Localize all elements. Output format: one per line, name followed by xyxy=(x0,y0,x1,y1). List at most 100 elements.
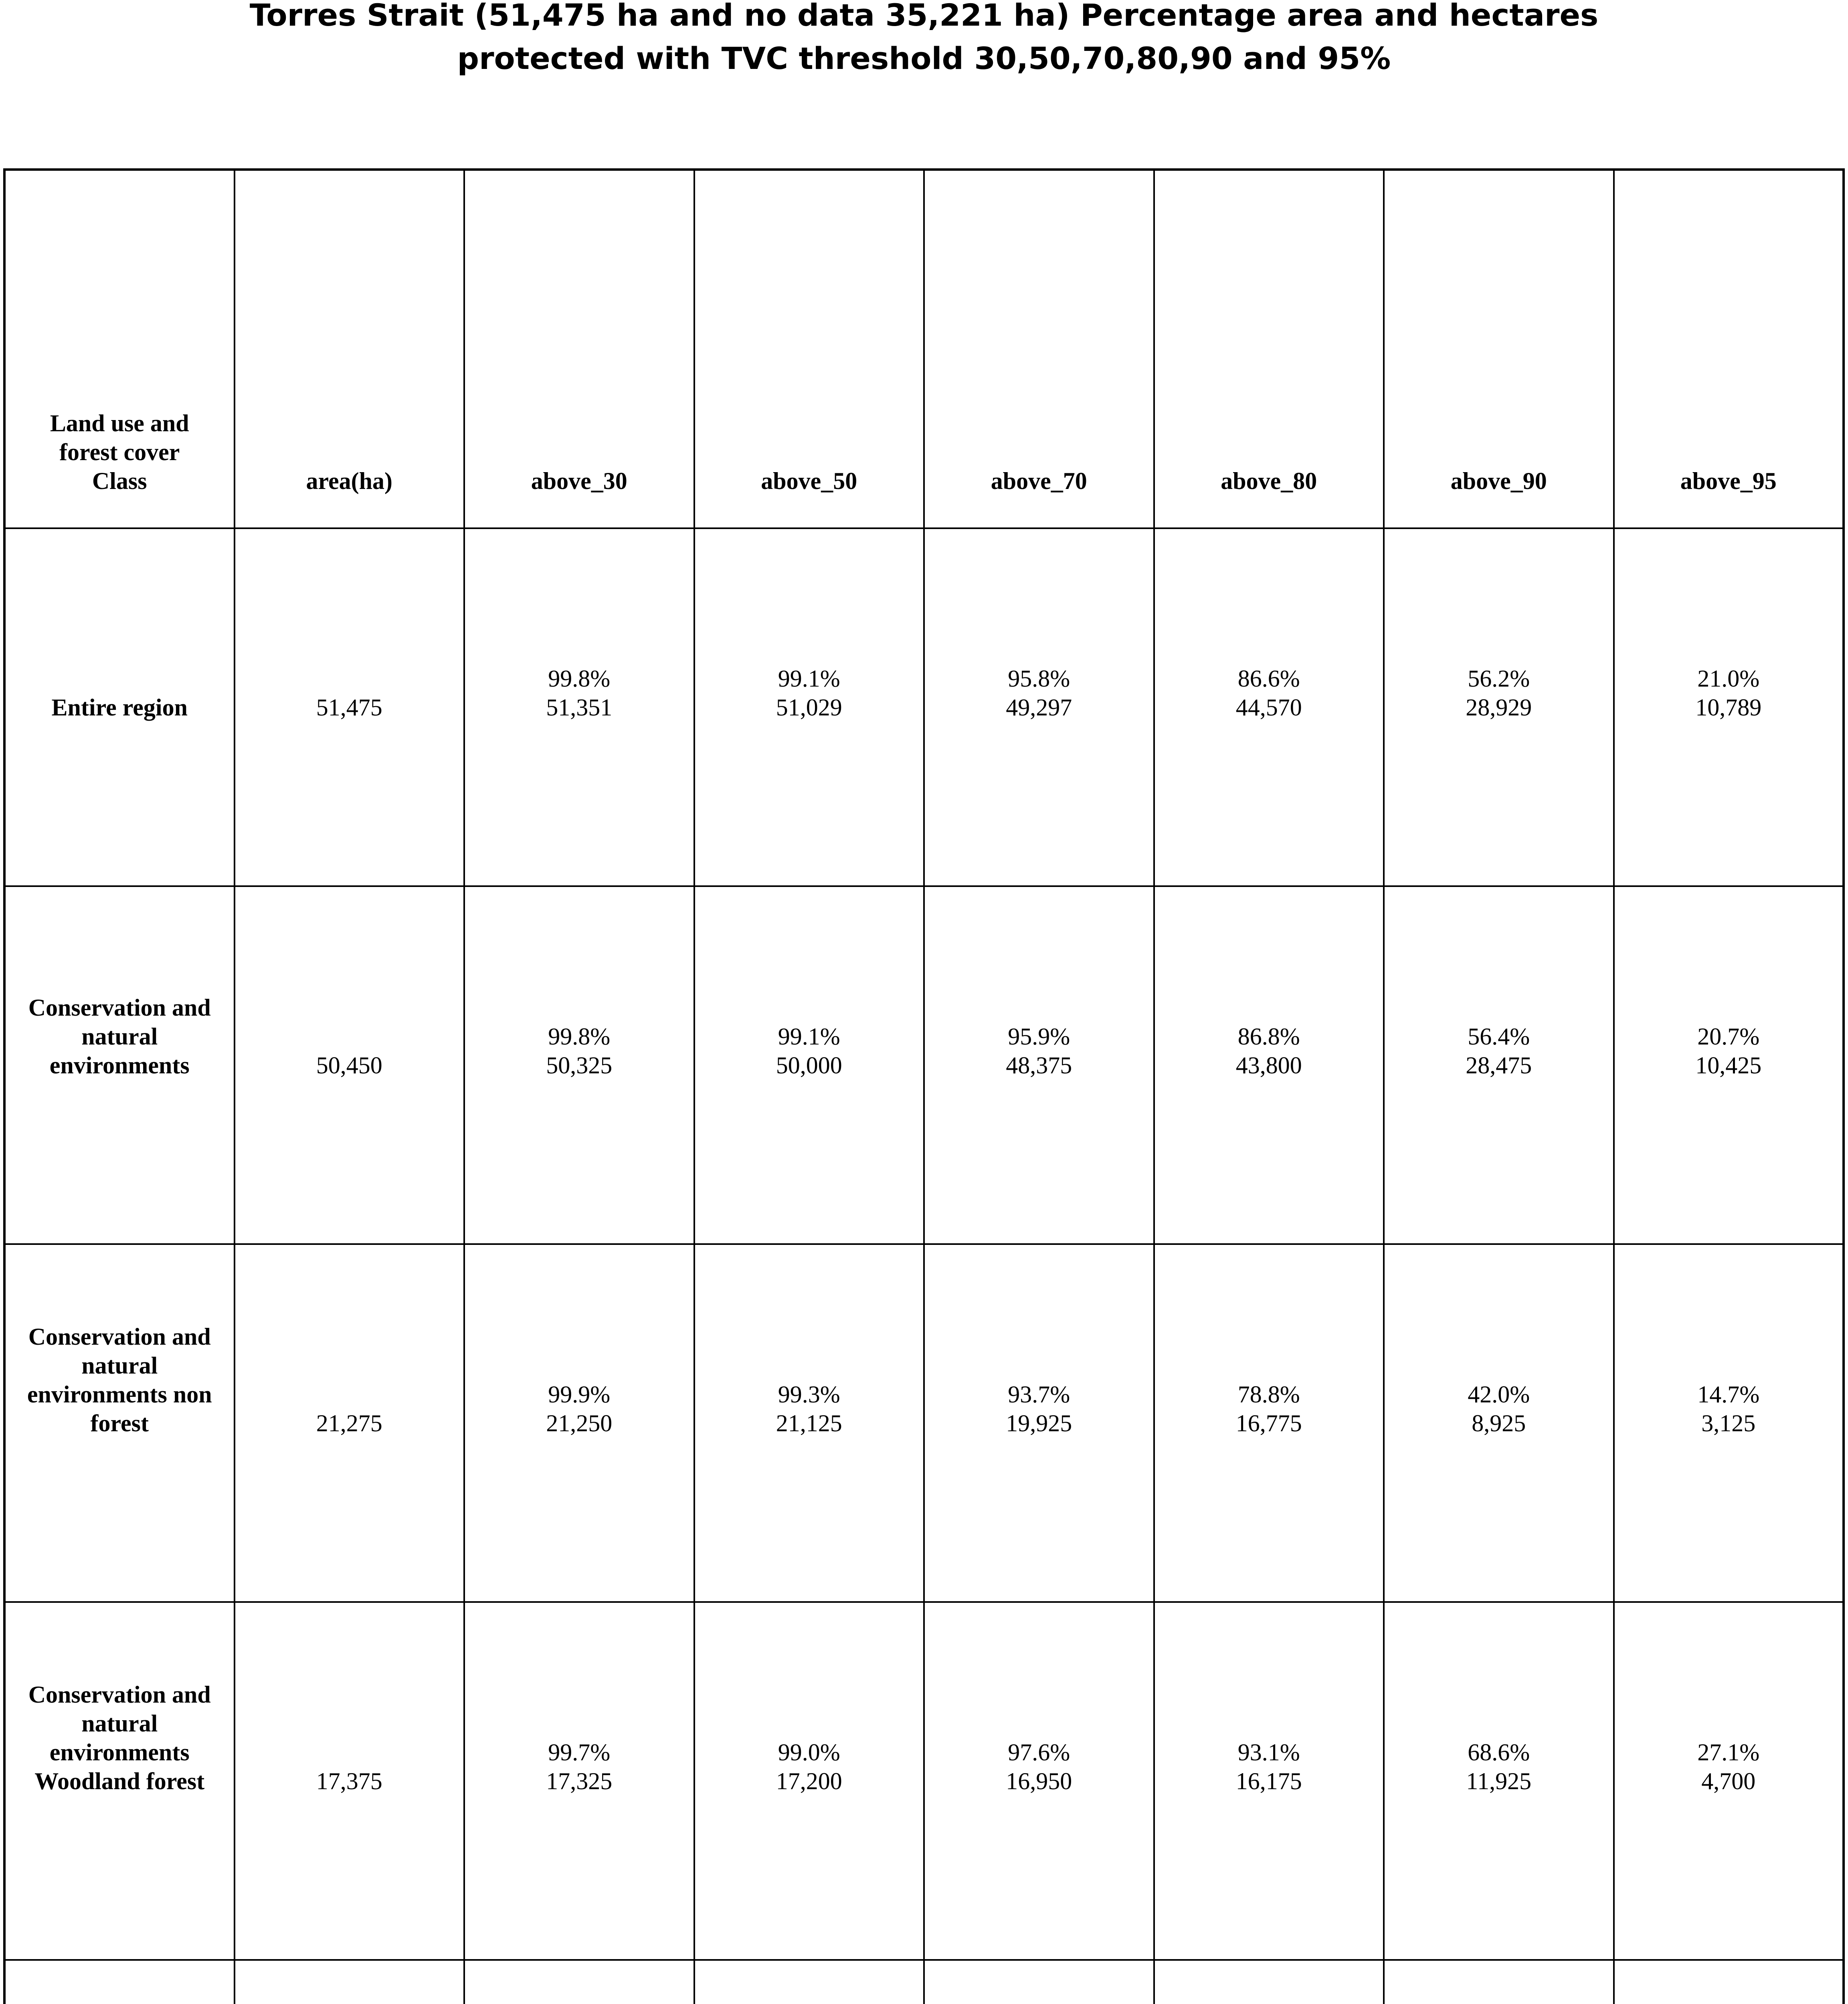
column-header-above-30: above_30 xyxy=(463,169,695,529)
table-cell: 42.0% 8,925 xyxy=(1383,1243,1615,1603)
hectares-value: 50,325 xyxy=(546,1052,613,1079)
percent-value: 56.2% xyxy=(1468,665,1530,692)
percent-value: 99.9% xyxy=(548,1381,611,1408)
column-header-class: Land use and forest cover Class xyxy=(4,169,235,529)
table-cell: 27.1% 4,700 xyxy=(1613,1601,1844,1961)
table-cell: 97.5%11,500 xyxy=(923,1959,1155,2004)
row-label-cell: Conservation and natural environments xyxy=(4,885,235,1245)
column-header-label: Land use and forest cover Class xyxy=(50,410,189,494)
table-cell: 99.6%11,750 xyxy=(463,1959,695,2004)
hectares-value: 8,925 xyxy=(1472,1410,1526,1436)
row-label-cell: Conservation and natural environments Fo… xyxy=(4,1959,235,2004)
area-value: 21,275 xyxy=(316,1410,382,1436)
column-header-label: above_90 xyxy=(1450,468,1547,494)
hectares-value: 3,125 xyxy=(1701,1410,1756,1436)
table-cell: 86.6% 44,570 xyxy=(1153,527,1385,887)
table-row: Conservation and natural environments 50… xyxy=(4,885,1844,1245)
table-cell: 93.1% 16,175 xyxy=(1153,1601,1385,1961)
percent-value: 56.4% xyxy=(1468,1023,1530,1050)
area-value: 50,450 xyxy=(316,1052,382,1079)
percent-value: 95.8% xyxy=(1008,665,1070,692)
table-cell: 78.8% 16,775 xyxy=(1153,1243,1385,1603)
hectares-value: 16,950 xyxy=(1006,1768,1072,1794)
percent-value: 99.1% xyxy=(778,665,840,692)
percent-value: 95.9% xyxy=(1008,1023,1070,1050)
column-header-label: above_30 xyxy=(531,468,627,494)
page-title-wrap: Torres Strait (51,475 ha and no data 35,… xyxy=(0,0,1848,80)
hectares-value: 43,800 xyxy=(1235,1052,1302,1079)
table-cell: 11,800 xyxy=(233,1959,465,2004)
hectares-value: 10,425 xyxy=(1695,1052,1762,1079)
column-header-above-95: above_95 xyxy=(1613,169,1844,529)
column-header-above-50: above_50 xyxy=(693,169,925,529)
percent-value: 27.1% xyxy=(1697,1739,1760,1766)
table-row: Conservation and natural environments Fo… xyxy=(4,1959,1844,2004)
table-cell: 20.7% 10,425 xyxy=(1613,885,1844,1245)
table-cell: 99.8% 50,325 xyxy=(463,885,695,1245)
percent-value: 86.8% xyxy=(1237,1023,1300,1050)
percent-value: 99.0% xyxy=(778,1739,840,1766)
table-cell: 86.8% 43,800 xyxy=(1153,885,1385,1245)
table-row: Conservation and natural environments Wo… xyxy=(4,1601,1844,1961)
hectares-value: 48,375 xyxy=(1006,1052,1072,1079)
table-cell: 99.1% 50,000 xyxy=(693,885,925,1245)
table-cell: 56.2% 28,929 xyxy=(1383,527,1615,887)
header-row: Land use and forest cover Class area(ha)… xyxy=(4,169,1844,529)
percent-value: 99.8% xyxy=(548,1023,611,1050)
row-label: Conservation and natural environments Wo… xyxy=(28,1681,211,1794)
percent-value: 93.1% xyxy=(1237,1739,1300,1766)
table-cell: 97.6% 16,950 xyxy=(923,1601,1155,1961)
column-header-area: area(ha) xyxy=(233,169,465,529)
column-header-above-80: above_80 xyxy=(1153,169,1385,529)
hectares-value: 17,200 xyxy=(776,1768,842,1794)
table-cell: 68.6% 11,925 xyxy=(1383,1601,1615,1961)
table-cell: 91.9%10,850 xyxy=(1153,1959,1385,2004)
row-label-cell: Entire region xyxy=(4,527,235,887)
table-cell: 93.7% 19,925 xyxy=(923,1243,1155,1603)
table-cell: 99.7% 17,325 xyxy=(463,1601,695,1961)
hectares-value: 44,570 xyxy=(1235,694,1302,721)
table-cell: 95.8% 49,297 xyxy=(923,527,1155,887)
hectares-value: 16,175 xyxy=(1235,1768,1302,1794)
percent-value: 20.7% xyxy=(1697,1023,1760,1050)
hectares-value: 50,000 xyxy=(776,1052,842,1079)
table-cell: 17,375 xyxy=(233,1601,465,1961)
column-header-label: above_95 xyxy=(1680,468,1777,494)
percent-value: 99.1% xyxy=(778,1023,840,1050)
hectares-value: 28,475 xyxy=(1466,1052,1532,1079)
area-value: 51,475 xyxy=(316,694,382,721)
table-cell: 50,450 xyxy=(233,885,465,1245)
column-header-label: above_80 xyxy=(1221,468,1317,494)
percent-value: 21.0% xyxy=(1697,665,1760,692)
percent-value: 42.0% xyxy=(1468,1381,1530,1408)
table-cell: 95.9% 48,375 xyxy=(923,885,1155,1245)
percent-value: 78.8% xyxy=(1237,1381,1300,1408)
hectares-value: 28,929 xyxy=(1466,694,1532,721)
table-cell: 99.1% 51,029 xyxy=(693,527,925,887)
table-cell: 99.0% 17,200 xyxy=(693,1601,925,1961)
hectares-value: 4,700 xyxy=(1701,1768,1756,1794)
percent-value: 99.8% xyxy=(548,665,611,692)
percent-value: 93.7% xyxy=(1008,1381,1070,1408)
column-header-label: area(ha) xyxy=(306,468,392,494)
table-cell: 99.3% 21,125 xyxy=(693,1243,925,1603)
percent-value: 99.7% xyxy=(548,1739,611,1766)
column-header-label: above_70 xyxy=(991,468,1087,494)
hectares-value: 21,250 xyxy=(546,1410,613,1436)
table-row: Entire region 51,475 99.8% 51,351 99.1% 51… xyxy=(4,527,1844,887)
page-title: Torres Strait (51,475 ha and no data 35,… xyxy=(249,0,1599,76)
column-header-above-90: above_90 xyxy=(1383,169,1615,529)
column-header-label: above_50 xyxy=(761,468,857,494)
area-value: 17,375 xyxy=(316,1768,382,1794)
table-cell: 98.9%11,675 xyxy=(693,1959,925,2004)
percent-value: 86.6% xyxy=(1237,665,1300,692)
table-cell: 22.0%2,600 xyxy=(1613,1959,1844,2004)
percent-value: 14.7% xyxy=(1697,1381,1760,1408)
hectares-value: 49,297 xyxy=(1006,694,1072,721)
percent-value: 97.6% xyxy=(1008,1739,1070,1766)
hectares-value: 17,325 xyxy=(546,1768,613,1794)
row-label: Conservation and natural environments no… xyxy=(27,1323,212,1436)
column-header-above-70: above_70 xyxy=(923,169,1155,529)
hectares-value: 21,125 xyxy=(776,1410,842,1436)
table-cell: 14.7% 3,125 xyxy=(1613,1243,1844,1603)
